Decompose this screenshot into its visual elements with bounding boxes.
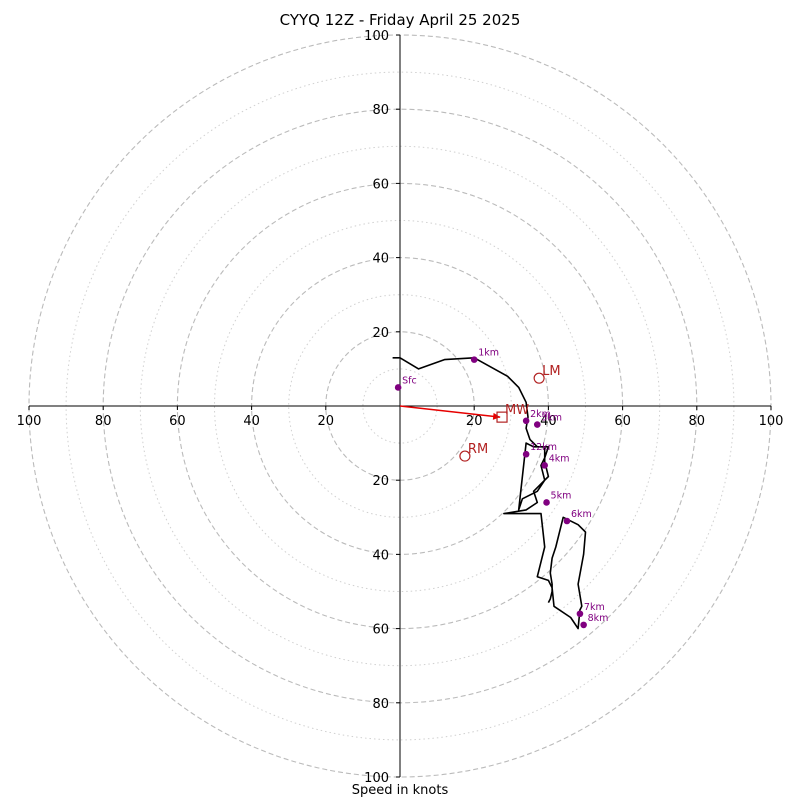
x-tick-label: 40 xyxy=(540,414,557,429)
marker-label: 8km xyxy=(588,613,609,624)
y-tick-label: 80 xyxy=(372,103,389,118)
height-marker: 2km xyxy=(522,409,551,425)
hodograph-trace xyxy=(392,356,587,630)
y-tick-label: 100 xyxy=(364,29,389,44)
height-marker: 4km xyxy=(541,453,570,469)
storm-motion-mw: MW xyxy=(496,403,529,423)
height-marker: Sfc xyxy=(394,375,417,391)
height-marker: 1km xyxy=(470,348,499,363)
x-tick-label: 100 xyxy=(17,414,42,429)
marker-dot xyxy=(470,356,478,363)
x-tick-label: 20 xyxy=(318,414,335,429)
x-tick-label: 60 xyxy=(614,414,631,429)
storm-motion-rm: RM xyxy=(459,442,488,462)
marker-dot xyxy=(543,499,550,506)
marker-label: 3km xyxy=(541,413,562,424)
x-tick-label: 80 xyxy=(689,414,706,429)
x-tick-label: 60 xyxy=(169,414,186,429)
height-marker: 3km xyxy=(533,413,562,428)
height-marker: 12km xyxy=(522,442,557,458)
motion-label: LM xyxy=(542,364,560,379)
marker-label: 12km xyxy=(530,442,557,453)
storm-motion-lm: LM xyxy=(533,364,561,384)
height-marker: 8km xyxy=(580,613,609,629)
y-tick-label: 40 xyxy=(372,548,389,563)
y-tick-label: 20 xyxy=(372,326,389,341)
x-tick-label: 40 xyxy=(243,414,260,429)
y-tick-label: 60 xyxy=(372,177,389,192)
marker-label: 4km xyxy=(549,453,570,464)
motion-label: MW xyxy=(505,403,529,418)
y-tick-label: 60 xyxy=(372,623,389,638)
marker-label: 7km xyxy=(584,602,605,613)
marker-dot xyxy=(522,417,530,425)
marker-dot xyxy=(533,421,541,428)
y-tick-label: 20 xyxy=(372,474,389,489)
marker-label: 5km xyxy=(551,490,572,501)
motion-marker-circle xyxy=(533,372,545,384)
marker-dot xyxy=(522,450,530,458)
marker-dot xyxy=(563,517,571,525)
mean-wind-vector xyxy=(399,405,501,418)
height-marker: 6km xyxy=(563,509,592,525)
y-tick-label: 100 xyxy=(364,771,389,786)
x-tick-label: 100 xyxy=(759,414,784,429)
motion-label: RM xyxy=(468,442,488,457)
marker-label: 1km xyxy=(478,348,499,359)
tick-labels: 100 100 80 80 60 60 40 40 20 20 20 20 40 40 60 60 80 80 10… xyxy=(17,29,784,786)
x-axis-label: Speed in knots xyxy=(351,783,449,798)
storm-motion-markers: LM RM MW xyxy=(459,364,561,462)
height-marker: 5km xyxy=(543,490,572,506)
marker-dot xyxy=(541,462,548,469)
marker-label: 2km xyxy=(530,409,551,420)
motion-marker-square xyxy=(496,411,508,423)
marker-label: Sfc xyxy=(402,375,417,386)
marker-dot xyxy=(580,621,587,629)
marker-label: 6km xyxy=(571,509,592,520)
y-tick-label: 40 xyxy=(372,252,389,267)
x-tick-label: 20 xyxy=(466,414,483,429)
x-tick-label: 80 xyxy=(95,414,112,429)
y-tick-label: 80 xyxy=(372,697,389,712)
marker-dot xyxy=(394,384,402,391)
marker-dot xyxy=(576,610,584,618)
height-marker: 7km xyxy=(576,602,605,618)
motion-marker-circle xyxy=(459,450,471,462)
chart-title: CYYQ 12Z - Friday April 25 2025 xyxy=(279,11,521,29)
